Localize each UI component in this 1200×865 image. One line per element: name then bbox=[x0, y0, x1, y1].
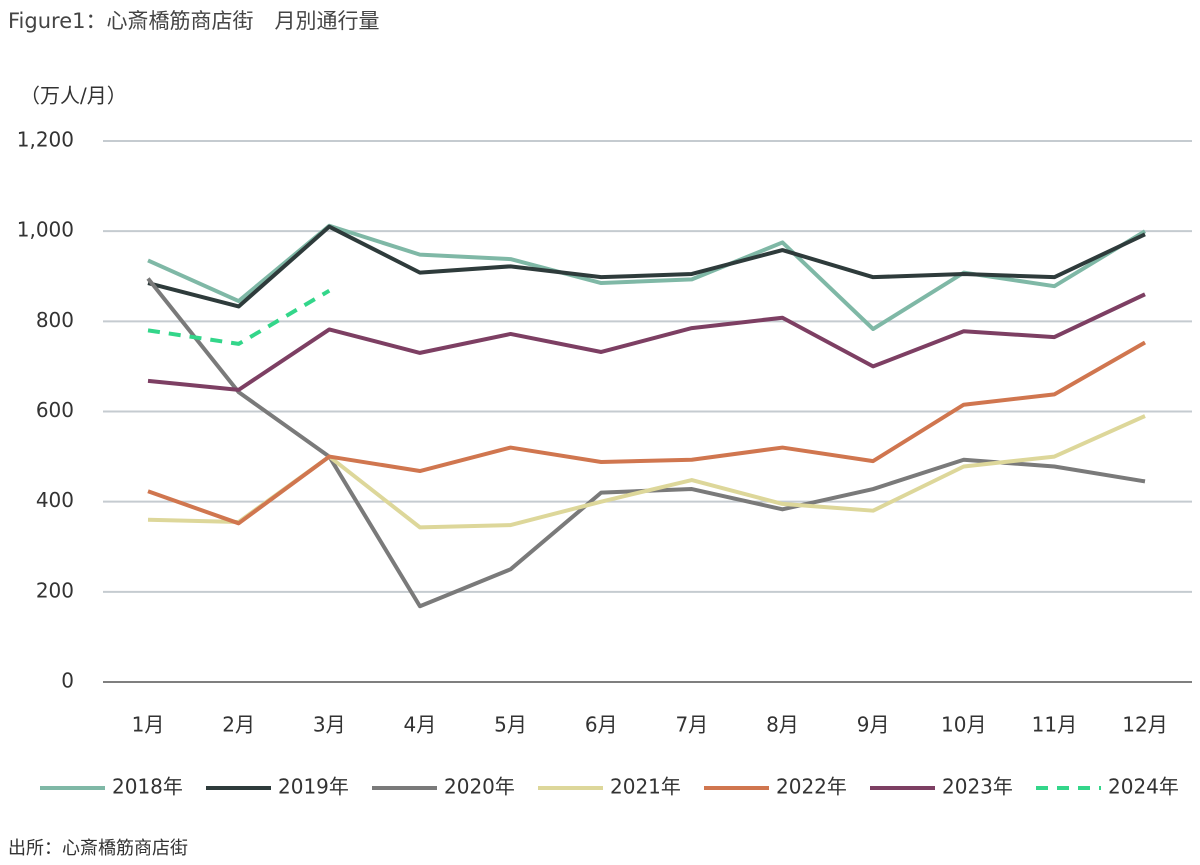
x-tick-label: 1月 bbox=[132, 713, 165, 737]
x-tick-label: 4月 bbox=[404, 713, 437, 737]
series-line bbox=[147, 340, 1146, 526]
legend-label: 2019年 bbox=[278, 775, 349, 799]
legend-label: 2022年 bbox=[776, 775, 847, 799]
y-tick-label: 1,200 bbox=[17, 128, 74, 152]
series-line bbox=[147, 292, 1146, 392]
chart-title: Figure1：心斎橋筋商店街 月別通行量 bbox=[8, 9, 379, 33]
series-line bbox=[147, 224, 1146, 309]
x-tick-label: 11月 bbox=[1032, 713, 1077, 737]
legend-label: 2021年 bbox=[610, 775, 681, 799]
source: 出所：心斎橋筋商店街 bbox=[8, 838, 188, 859]
x-tick-label: 3月 bbox=[313, 713, 346, 737]
x-tick-label: 10月 bbox=[941, 713, 986, 737]
y-axis-label: （万人/月） bbox=[20, 84, 127, 108]
series-line bbox=[146, 277, 1146, 609]
series-line bbox=[147, 288, 331, 346]
legend-label: 2018年 bbox=[112, 775, 183, 799]
y-tick-label: 1,000 bbox=[17, 218, 74, 242]
y-tick-label: 600 bbox=[36, 398, 74, 422]
y-tick-label: 800 bbox=[36, 308, 74, 332]
x-tick-label: 6月 bbox=[585, 713, 618, 737]
x-tick-label: 9月 bbox=[857, 713, 890, 737]
x-tick-label: 2月 bbox=[222, 713, 255, 737]
legend-label: 2024年 bbox=[1108, 775, 1179, 799]
x-tick-label: 8月 bbox=[766, 713, 799, 737]
y-tick-label: 200 bbox=[36, 578, 74, 602]
x-tick-label: 12月 bbox=[1122, 713, 1167, 737]
y-tick-label: 400 bbox=[36, 488, 74, 512]
x-tick-label: 7月 bbox=[675, 713, 708, 737]
x-tick-label: 5月 bbox=[494, 713, 527, 737]
y-tick-label: 0 bbox=[61, 669, 74, 693]
legend-label: 2020年 bbox=[444, 775, 515, 799]
legend-label: 2023年 bbox=[942, 775, 1013, 799]
